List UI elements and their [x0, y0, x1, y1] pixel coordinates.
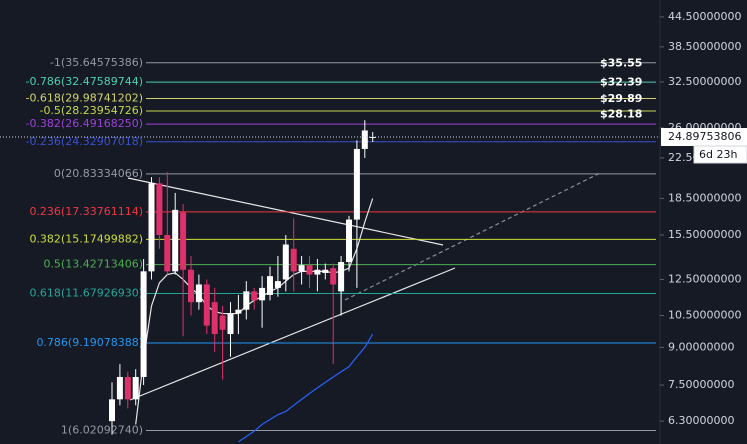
- y-tick-label: 9.00000000: [668, 340, 734, 353]
- candle-body: [180, 212, 187, 270]
- candle-body: [298, 265, 305, 272]
- candle-body: [330, 268, 337, 285]
- fib-label: 0.786(9.19078388): [36, 336, 143, 349]
- trendline: [344, 172, 601, 301]
- countdown-box: [693, 145, 747, 164]
- candle-body: [251, 291, 258, 301]
- candle-body: [116, 376, 123, 400]
- price-badge: $35.55: [600, 56, 642, 69]
- y-tick-label: 12.50000000: [668, 272, 741, 285]
- countdown-label: 6d 23h: [699, 148, 737, 161]
- candle-body: [353, 148, 360, 220]
- candle-body: [259, 287, 266, 301]
- candle-body: [124, 376, 131, 400]
- candle-body: [148, 183, 155, 272]
- price-badge: $28.18: [600, 107, 642, 120]
- current-price-label: 24.89753806: [668, 130, 741, 143]
- candle-body: [132, 376, 139, 400]
- candle-body: [195, 284, 202, 303]
- y-tick-label: 18.50000000: [668, 191, 741, 204]
- candle-body: [338, 262, 345, 292]
- fib-label: 0.382(15.17499882): [29, 232, 143, 245]
- y-tick-label: 32.50000000: [668, 75, 741, 88]
- candle-body: [235, 309, 242, 314]
- y-tick-label: 15.50000000: [668, 228, 741, 241]
- candle-body: [361, 130, 368, 149]
- candle-body: [243, 291, 250, 310]
- candle-body: [306, 265, 313, 275]
- price-badge: $29.89: [600, 92, 642, 105]
- candle-body: [172, 209, 179, 272]
- y-tick-label: 6.30000000: [668, 414, 734, 427]
- candle-body: [290, 248, 297, 272]
- candle-body: [156, 183, 163, 235]
- candle-body: [346, 219, 352, 263]
- fib-label: -1(35.64575386): [50, 56, 143, 69]
- candle-body: [109, 399, 115, 422]
- candle-body: [211, 302, 218, 335]
- fib-label: 1(6.02092740): [61, 423, 143, 436]
- price-badge: $32.39: [600, 76, 642, 89]
- trendline: [129, 267, 456, 401]
- candle-body: [188, 269, 194, 303]
- fib-label: -0.5(28.23954726): [39, 104, 143, 117]
- current-price-box: [661, 128, 747, 147]
- candle-body: [267, 276, 273, 295]
- fib-label: -0.618(29.98741202): [25, 92, 143, 105]
- fib-label: -0.786(32.47589744): [25, 75, 143, 88]
- candle-body: [274, 281, 281, 288]
- candle-body: [314, 269, 321, 275]
- y-tick-label: 44.50000000: [668, 10, 741, 23]
- fib-label: 0(20.83334066): [54, 167, 143, 180]
- fib-label: 0.236(17.33761114): [29, 205, 143, 218]
- candle-body: [164, 234, 171, 272]
- candle-body: [203, 284, 210, 326]
- fib-label: -0.236(24.32907018): [25, 135, 143, 148]
- y-tick-label: 10.50000000: [668, 309, 741, 322]
- y-tick-label: 7.50000000: [668, 378, 734, 391]
- fib-label: -0.382(26.49168250): [25, 117, 143, 130]
- candle-body: [282, 244, 289, 280]
- candle-body: [219, 315, 226, 330]
- y-tick-label: 38.50000000: [668, 40, 741, 53]
- fib-label: 0.5(13.42713406): [43, 258, 143, 271]
- fib-label: 0.618(11.67926930): [29, 287, 143, 300]
- moving-average: [238, 333, 374, 443]
- candle-body: [322, 269, 329, 273]
- candle-body: [140, 271, 147, 377]
- candle-body: [227, 313, 234, 335]
